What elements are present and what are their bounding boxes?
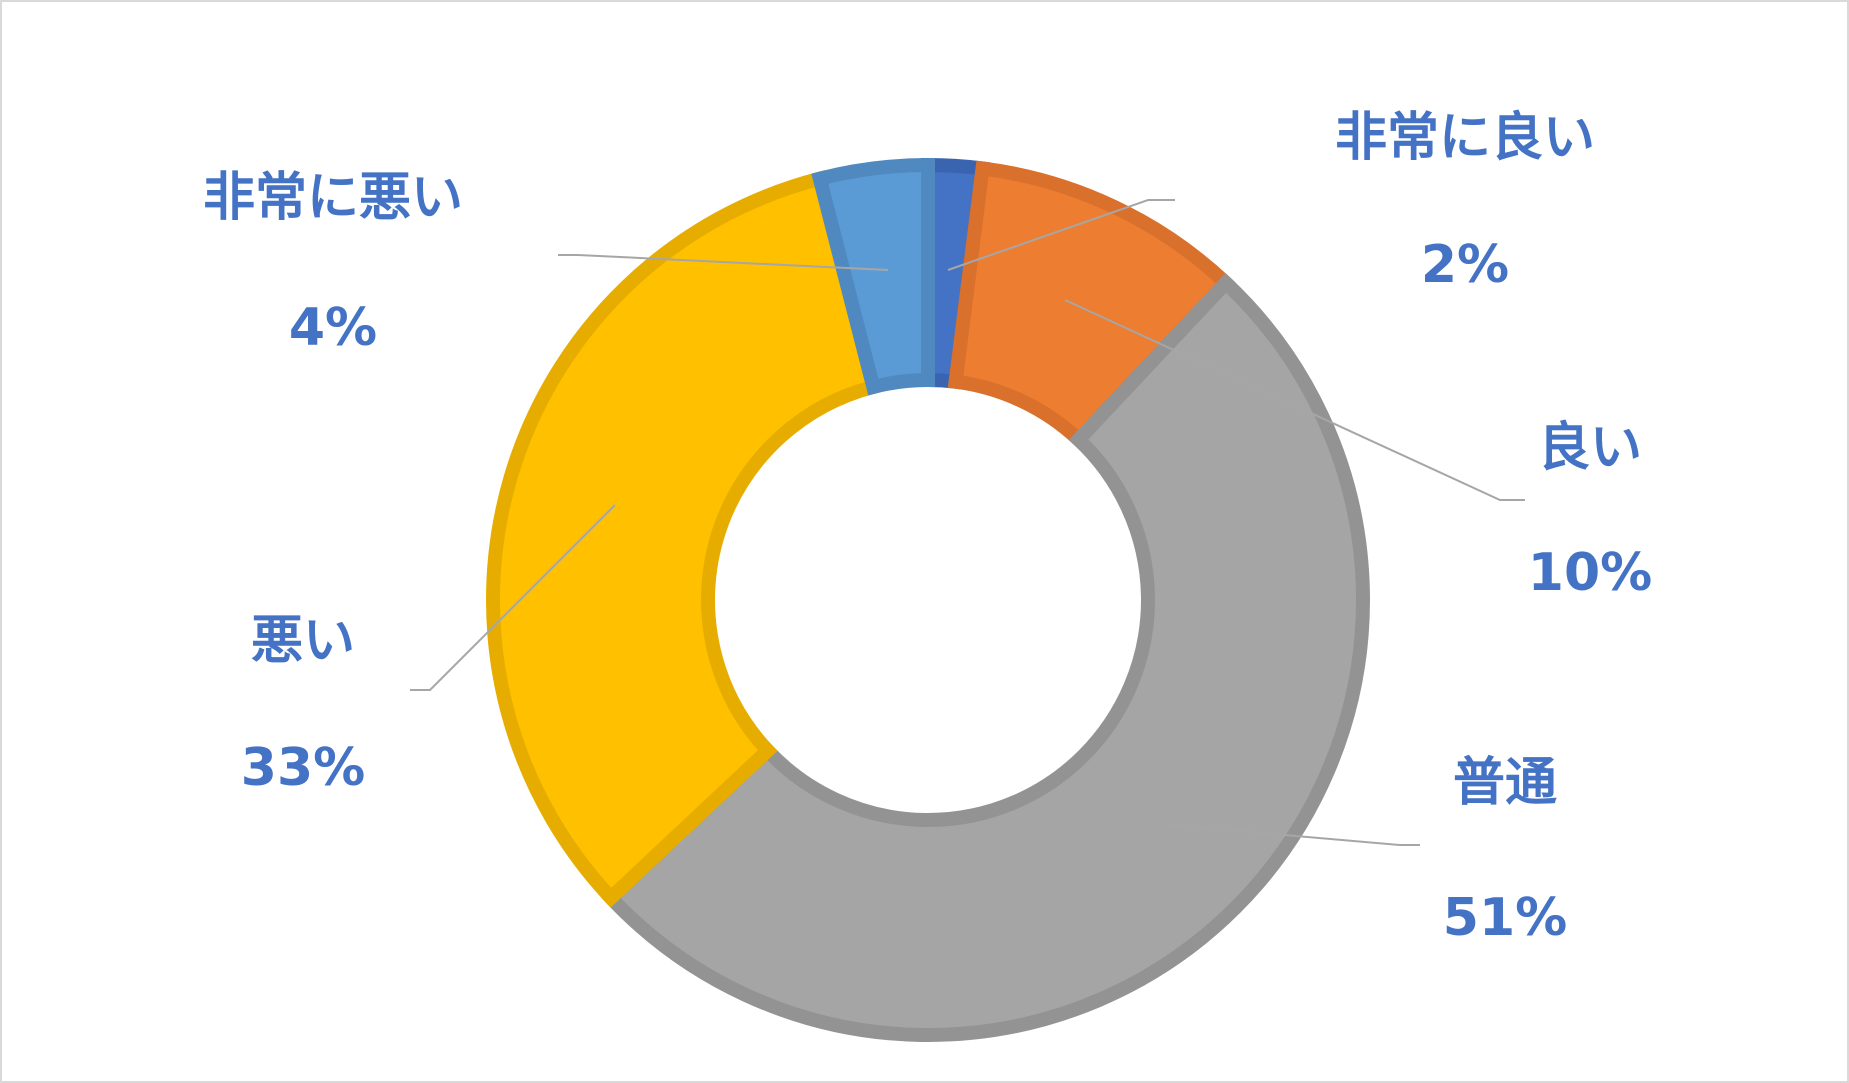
leader-line-4: [410, 504, 616, 691]
data-label-percent-5: 4%: [289, 298, 377, 358]
data-label-percent-2: 10%: [1528, 543, 1652, 603]
data-label-percent-3: 51%: [1443, 888, 1567, 948]
data-label-percent-1: 2%: [1421, 235, 1509, 295]
slice-5: [811, 157, 935, 396]
slices-group: [486, 157, 1370, 1042]
data-label-category-1: 非常に良い: [1335, 108, 1595, 168]
data-label-category-5: 非常に悪い: [203, 168, 463, 228]
leader-line-5: [558, 254, 889, 271]
data-labels-group: 非常に良い 2% 良い 10% 普通 51% 悪い 33% 非常に悪い 4%: [203, 108, 1652, 948]
slice-3: [600, 272, 1370, 1042]
leader-line-3: [1169, 824, 1420, 846]
data-label-category-4: 悪い: [251, 611, 355, 671]
slice-4: [486, 170, 882, 908]
leader-line-2: [1064, 299, 1525, 501]
data-label-category-3: 普通: [1453, 753, 1557, 813]
leader-line-1: [947, 199, 1175, 271]
data-label-percent-4: 33%: [241, 738, 365, 798]
leader-lines-group: [410, 199, 1525, 846]
data-label-category-2: 良い: [1538, 418, 1642, 478]
